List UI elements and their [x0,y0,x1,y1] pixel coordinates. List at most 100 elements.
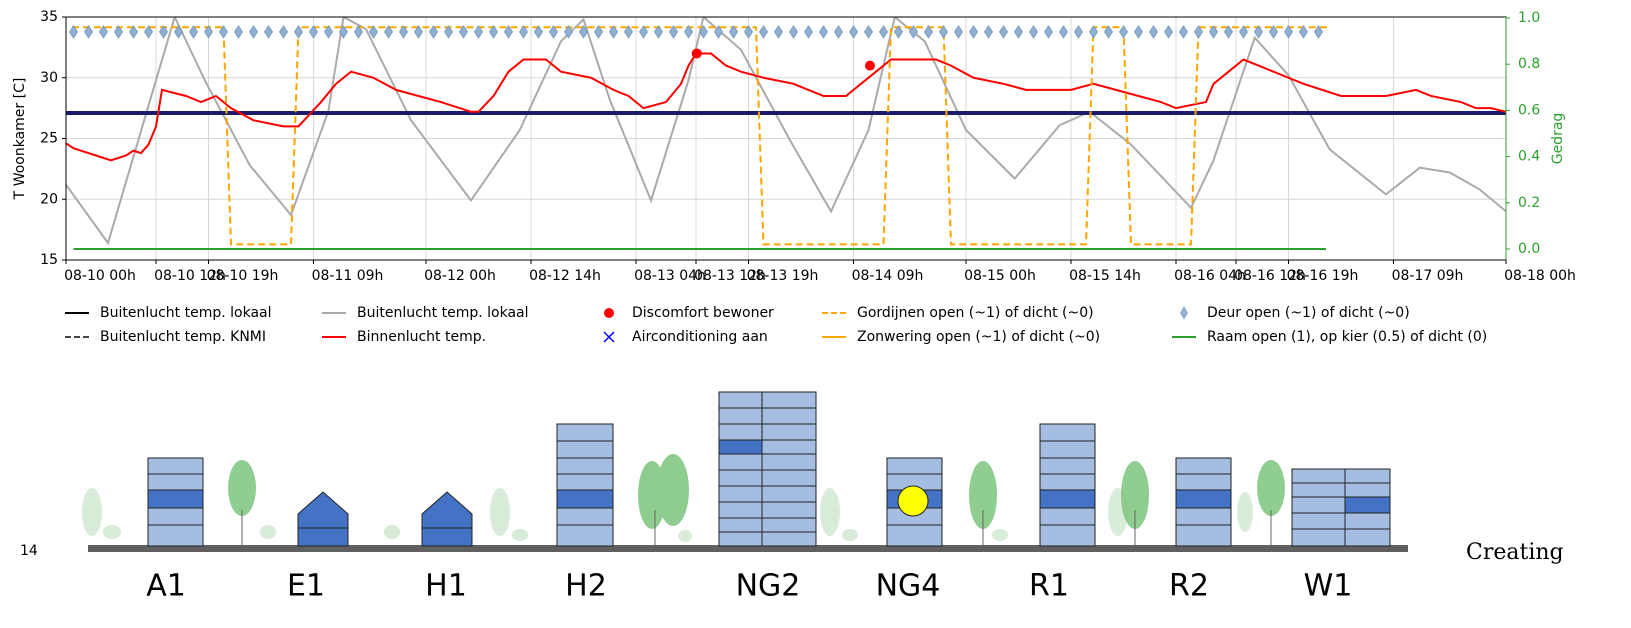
y2-tick-label: 0.8 [1518,56,1540,72]
door-marker [384,25,393,39]
building-w1 [1291,468,1391,547]
door-marker [669,25,678,39]
door-marker [1269,25,1278,39]
legend-swatch [1180,306,1188,320]
door-marker [354,25,363,39]
door-marker [1014,25,1023,39]
x-tick-label: 08-13 19h [747,268,819,284]
door-marker [309,25,318,39]
legend-label: Discomfort bewoner [632,305,774,321]
discomfort-point [865,60,875,71]
door-marker [489,25,498,39]
door-marker [744,25,753,39]
light-trees [82,488,1253,542]
y-tick-label: 15 [40,252,58,268]
y2-axis-label: Gedrag [1550,113,1566,165]
illustration [82,391,1408,552]
legend-label: Buitenlucht temp. lokaal [100,305,272,321]
building-h2 [556,423,614,547]
door-marker [879,25,888,39]
door-marker [609,25,618,39]
door-marker [789,25,798,39]
door-marker [519,25,528,39]
door-marker [549,25,558,39]
door-marker [639,25,648,39]
x-tick-label: 08-15 00h [964,268,1036,284]
door-marker [969,25,978,39]
trees [228,454,1285,529]
page-number: 14 [20,543,38,559]
door-marker [729,25,738,39]
door-marker [1029,25,1038,39]
legend-swatch [604,308,614,318]
door-marker [129,25,138,39]
door-marker [534,25,543,39]
door-marker [834,25,843,39]
series-layer [66,17,1506,250]
door-marker [204,25,213,39]
door-marker [984,25,993,39]
door-marker [414,25,423,39]
building-label: NG2 [736,569,801,604]
series-line [66,17,1506,246]
door-marker [1044,25,1053,39]
door-marker [1059,25,1068,39]
door-marker [924,25,933,39]
discomfort-point [691,48,702,59]
y-tick-label: 30 [40,70,58,86]
door-marker [1209,25,1218,39]
y2-tick-label: 0.4 [1518,149,1540,165]
x-tick-label: 08-13 12h [694,268,766,284]
door-marker [294,25,303,39]
x-tick-label: 08-10 12h [154,268,226,284]
door-marker [804,25,813,39]
y2-tick-label: 0.2 [1518,195,1540,211]
door-marker [1074,25,1083,39]
building-label: R1 [1029,569,1069,604]
legend-label: Raam open (1), op kier (0.5) of dicht (0… [1207,329,1487,345]
door-marker [1194,25,1203,39]
door-marker [1134,25,1143,39]
x-tick-label: 08-12 14h [529,268,601,284]
door-marker [504,25,513,39]
door-marker [249,25,258,39]
door-marker [174,25,183,39]
legend-label: Binnenlucht temp. [357,329,486,345]
legend-label: Airconditioning aan [632,329,768,345]
series-line [72,26,1330,246]
building-label: W1 [1304,569,1353,604]
door-marker [459,25,468,39]
building-label: H1 [425,569,467,604]
door-marker [864,25,873,39]
door-marker [1254,25,1263,39]
x-tick-label: 08-10 00h [64,268,136,284]
door-marker [699,25,708,39]
x-tick-label: 08-17 09h [1392,268,1464,284]
x-tick-label: 08-18 00h [1504,268,1576,284]
legend-swatch [603,331,615,343]
y-tick-label: 25 [40,131,58,147]
building-h1 [421,491,473,547]
x-tick-label: 08-10 19h [207,268,279,284]
door-marker [1164,25,1173,39]
tree-trunks [241,510,1272,546]
door-marker [624,25,633,39]
y2-tick-label: 1.0 [1518,10,1540,26]
door-marker [579,25,588,39]
building-label: A1 [146,569,186,604]
door-marker [849,25,858,39]
door-marker [654,25,663,39]
door-marker [759,25,768,39]
y-axis-label: T Woonkamer [C] [12,78,28,201]
door-marker [369,25,378,39]
y-tick-label: 20 [40,191,58,207]
door-marker [594,25,603,39]
y2-tick-label: 0.6 [1518,102,1540,118]
door-marker [939,25,948,39]
building-e1 [297,491,349,547]
building-ng4 [886,457,943,547]
legend-label: Buitenlucht temp. KNMI [100,329,266,345]
legend-label: Gordijnen open (~1) of dicht (~0) [857,305,1094,321]
